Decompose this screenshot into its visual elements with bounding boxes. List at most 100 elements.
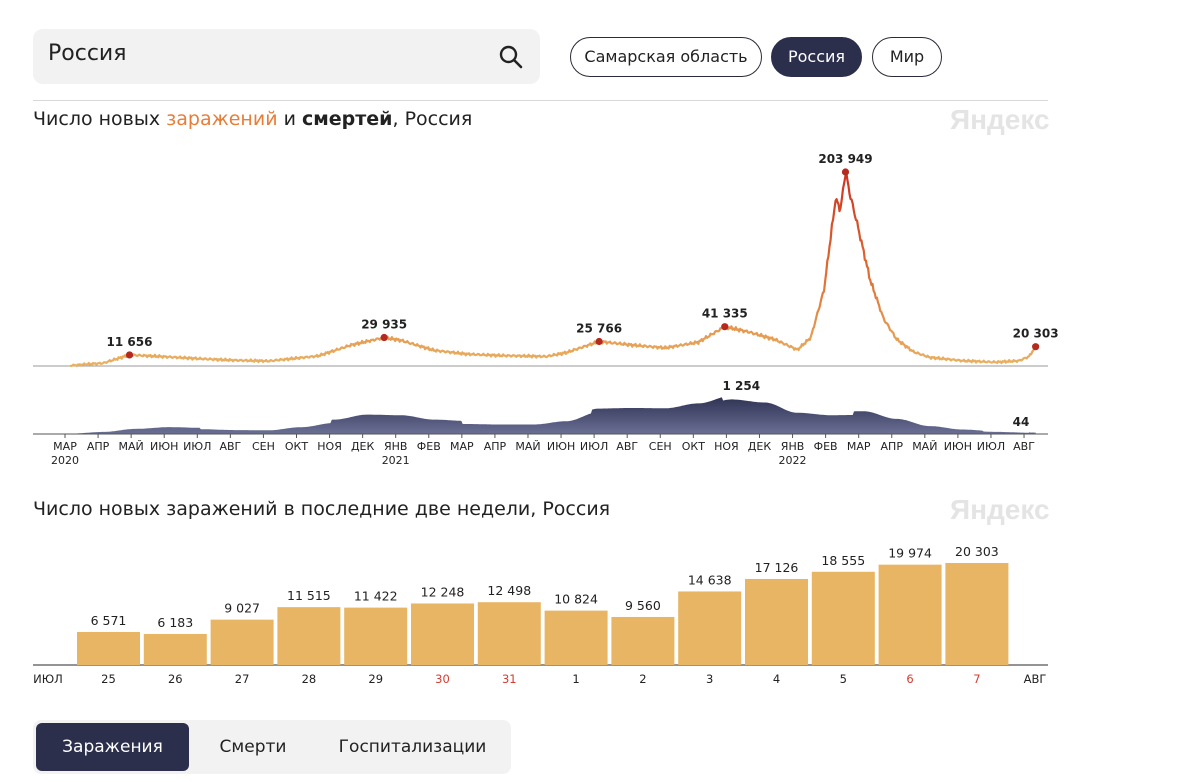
- infections-point: [380, 333, 388, 342]
- search-icon[interactable]: [498, 44, 524, 70]
- infections-point-label: 203 949: [818, 152, 872, 166]
- bar-value-label: 9 560: [625, 598, 661, 613]
- bar: [344, 607, 408, 665]
- x-tick-label: СЕН: [252, 440, 275, 453]
- x-tick-label: МАР: [847, 440, 871, 453]
- bar-value-label: 9 027: [224, 601, 260, 616]
- x-tick-label: ОКТ: [285, 440, 308, 453]
- x-tick-label: МАЙ: [912, 440, 937, 453]
- yandex-watermark: Яндекс: [950, 104, 1050, 135]
- x-tick-label: ОКТ: [682, 440, 705, 453]
- infections-point: [595, 337, 603, 346]
- x-tick-label: МАЙ: [119, 440, 144, 453]
- chart1-title-infections: заражений: [166, 108, 278, 130]
- x-tick-label: АПР: [87, 440, 110, 453]
- chart1-title-deaths: смертей: [301, 108, 393, 130]
- x-tick-label: ИЮН: [547, 440, 575, 453]
- bar-category-label: 30: [435, 672, 450, 686]
- x-tick-label: АПР: [881, 440, 904, 453]
- bar: [611, 616, 675, 665]
- x-tick-label: НОЯ: [317, 440, 342, 453]
- bar: [945, 563, 1009, 665]
- infections-point: [721, 323, 729, 331]
- bar-value-label: 6 571: [91, 613, 127, 628]
- x-tick-label: МАЙ: [515, 440, 540, 453]
- bar-value-label: 17 126: [755, 560, 799, 575]
- x-tick-label: ЯНВ: [384, 440, 407, 453]
- x-tick-label: МАР: [450, 440, 474, 453]
- bar-category-label: 5: [840, 672, 847, 686]
- region-pill-russia[interactable]: Россия: [771, 37, 862, 77]
- x-year-label: 2020: [51, 454, 79, 467]
- deaths-label: 1 254: [723, 379, 761, 393]
- bar-value-label: 11 422: [354, 589, 398, 604]
- bar: [277, 607, 341, 665]
- region-pill-samara[interactable]: Самарская область: [570, 37, 762, 77]
- tab-hospitalizations[interactable]: Госпитализации: [338, 737, 487, 757]
- bar-category-label: 4: [773, 672, 780, 686]
- x-tick-label: АПР: [484, 440, 507, 453]
- x-tick-label: ФЕВ: [417, 440, 441, 453]
- bar: [811, 571, 875, 665]
- bar-category-label: 28: [302, 672, 317, 686]
- bar-category-label: 31: [502, 672, 517, 686]
- bar: [544, 610, 608, 665]
- search-input[interactable]: Россия: [48, 41, 127, 66]
- x-tick-label: АВГ: [1013, 440, 1035, 453]
- chart1-title-suffix: , Россия: [392, 108, 473, 130]
- bar-value-label: 20 303: [955, 544, 999, 559]
- infections-point: [841, 168, 850, 176]
- x-tick-label: ДЕК: [748, 440, 772, 453]
- metric-tabs: Заражения Смерти Госпитализации: [33, 720, 511, 774]
- region-pill-world[interactable]: Мир: [872, 37, 942, 77]
- deaths-area: [70, 397, 1036, 434]
- chart1-svg: 11 656 29 935 25 766 41 335 203 949 20 303 1 2…: [33, 152, 1059, 467]
- bar: [745, 578, 808, 665]
- x-year-label: 2022: [779, 454, 807, 467]
- chart2-title: Число новых заражений в последние две не…: [33, 498, 611, 520]
- bar: [477, 602, 541, 665]
- x-year-label: 2021: [382, 454, 410, 467]
- infections-point-label: 20 303: [1013, 327, 1059, 341]
- divider: [33, 100, 1048, 101]
- bar-value-label: 18 555: [821, 553, 865, 568]
- infections-series-line: [69, 172, 1036, 368]
- infections-point-label: 41 335: [702, 307, 748, 321]
- infections-point: [1032, 343, 1040, 351]
- bar-value-label: 6 183: [157, 615, 193, 630]
- x-tick-label: ИЮЛ: [580, 440, 608, 453]
- tab-deaths[interactable]: Смерти: [219, 737, 287, 757]
- infections-point-label: 11 656: [107, 335, 153, 349]
- search-box[interactable]: Россия: [33, 29, 540, 84]
- tab-infections[interactable]: Заражения: [36, 723, 189, 771]
- bar-category-label: 25: [101, 672, 116, 686]
- bar-value-label: 11 515: [287, 588, 331, 603]
- bar: [411, 603, 474, 665]
- deaths-label: 44: [1013, 415, 1030, 429]
- x-tick-label: АВГ: [219, 440, 241, 453]
- x-tick-label: ЯНВ: [781, 440, 804, 453]
- bar-value-label: 12 248: [421, 584, 465, 599]
- bar: [878, 564, 942, 665]
- chart1-title-and: и: [277, 108, 302, 130]
- bar: [77, 631, 140, 665]
- bar-category-label: 27: [235, 672, 250, 686]
- infections-point: [125, 351, 134, 359]
- x-tick-label: ИЮН: [944, 440, 972, 453]
- bar-category-label: 6: [906, 672, 913, 686]
- bar-category-label: 26: [168, 672, 183, 686]
- bar-value-label: 14 638: [688, 572, 732, 587]
- chart1-title-prefix: Число новых: [33, 108, 167, 130]
- x-tick-label: ИЮЛ: [977, 440, 1005, 453]
- x-tick-label: ДЕК: [351, 440, 375, 453]
- infections-point-label: 29 935: [361, 318, 407, 332]
- bar-category-label: 1: [572, 672, 579, 686]
- bar: [143, 633, 207, 665]
- bar: [210, 619, 274, 665]
- x-tick-label: ИЮЛ: [183, 440, 211, 453]
- yandex-watermark-2: Яндекс: [950, 494, 1050, 525]
- bar-category-label: 2: [639, 672, 646, 686]
- x-tick-label: НОЯ: [714, 440, 739, 453]
- month-start-label: ИЮЛ: [33, 672, 63, 686]
